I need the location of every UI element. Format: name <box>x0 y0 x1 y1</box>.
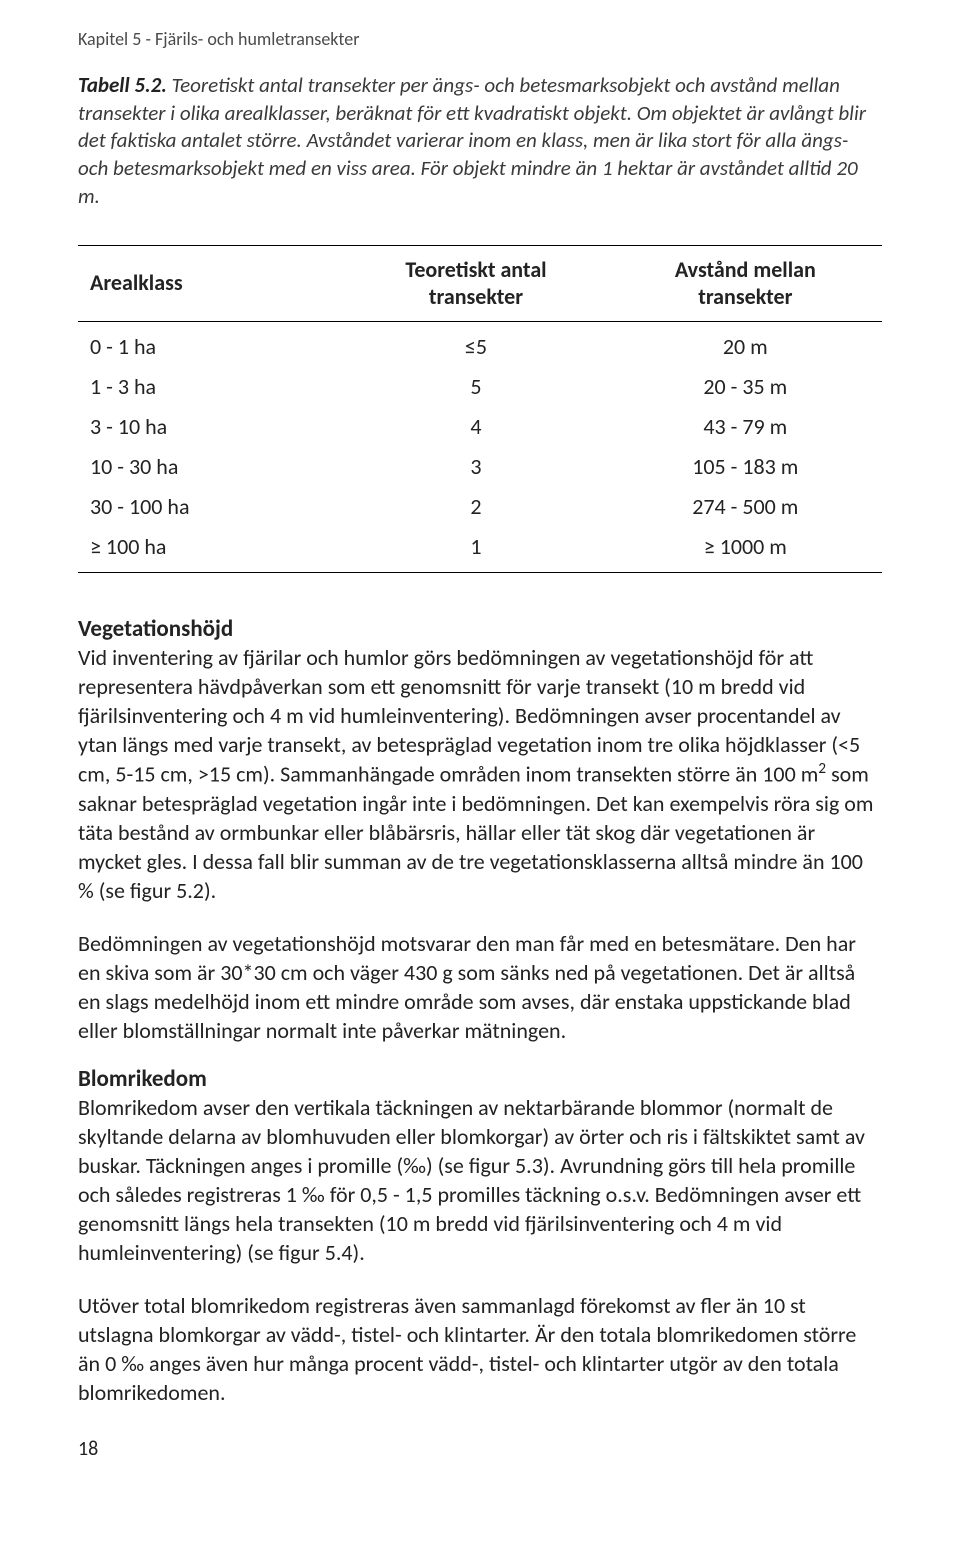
para-vegetation-1: Vid inventering av fjärilar och humlor g… <box>78 643 882 905</box>
transekt-table: Arealklass Teoretiskt antaltransekter Av… <box>78 245 882 574</box>
cell-teoretiskt: 5 <box>343 367 608 407</box>
cell-avstand: 105 - 183 m <box>609 447 882 487</box>
table-header-row: Arealklass Teoretiskt antaltransekter Av… <box>78 245 882 321</box>
para-vegetation-2: Bedömningen av vegetationshöjd motsvarar… <box>78 929 882 1045</box>
cell-avstand: 20 m <box>609 321 882 367</box>
table-header-avstand: Avstånd mellantransekter <box>609 245 882 321</box>
table-caption: Tabell 5.2. Teoretiskt antal transekter … <box>78 72 882 211</box>
para-blomrikedom-2: Utöver total blomrikedom registreras äve… <box>78 1291 882 1407</box>
table-row: 0 - 1 ha ≤5 20 m <box>78 321 882 367</box>
cell-avstand: 43 - 79 m <box>609 407 882 447</box>
cell-teoretiskt: 4 <box>343 407 608 447</box>
para-blomrikedom-1: Blomrikedom avser den vertikala täckning… <box>78 1093 882 1267</box>
table-row: 3 - 10 ha 4 43 - 79 m <box>78 407 882 447</box>
cell-arealklass: 30 - 100 ha <box>78 487 343 527</box>
cell-teoretiskt: 2 <box>343 487 608 527</box>
table-row: 10 - 30 ha 3 105 - 183 m <box>78 447 882 487</box>
table-header-arealklass: Arealklass <box>78 245 343 321</box>
cell-teoretiskt: 3 <box>343 447 608 487</box>
cell-arealklass: ≥ 100 ha <box>78 527 343 573</box>
table-row: 1 - 3 ha 5 20 - 35 m <box>78 367 882 407</box>
cell-arealklass: 1 - 3 ha <box>78 367 343 407</box>
chapter-header: Kapitel 5 - Fjärils- och humletransekter <box>78 28 882 50</box>
table-header-teoretiskt: Teoretiskt antaltransekter <box>343 245 608 321</box>
cell-arealklass: 10 - 30 ha <box>78 447 343 487</box>
cell-teoretiskt: 1 <box>343 527 608 573</box>
cell-avstand: 274 - 500 m <box>609 487 882 527</box>
cell-arealklass: 0 - 1 ha <box>78 321 343 367</box>
page-number: 18 <box>78 1437 882 1461</box>
cell-avstand: ≥ 1000 m <box>609 527 882 573</box>
table-row: ≥ 100 ha 1 ≥ 1000 m <box>78 527 882 573</box>
table-label: Tabell 5.2. <box>78 72 167 98</box>
heading-vegetationshojd: Vegetationshöjd <box>78 615 882 643</box>
cell-teoretiskt: ≤5 <box>343 321 608 367</box>
heading-blomrikedom: Blomrikedom <box>78 1065 882 1093</box>
cell-arealklass: 3 - 10 ha <box>78 407 343 447</box>
cell-avstand: 20 - 35 m <box>609 367 882 407</box>
table-caption-text: Teoretiskt antal transekter per ängs- oc… <box>78 72 866 209</box>
table-row: 30 - 100 ha 2 274 - 500 m <box>78 487 882 527</box>
